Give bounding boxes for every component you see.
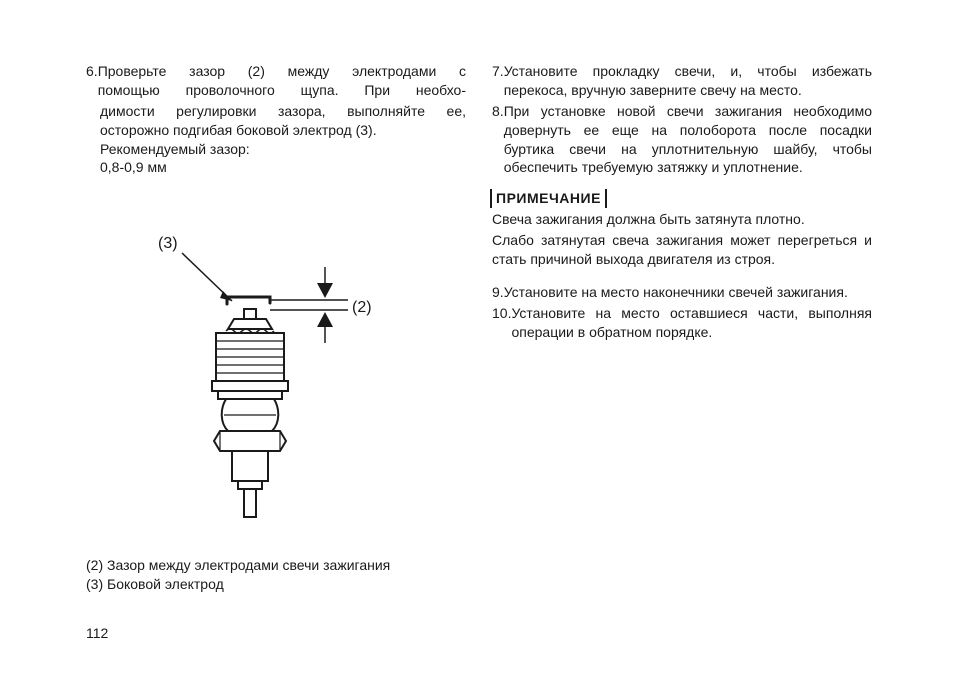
item-text: Установите на место наконечники свечей з… <box>504 283 872 302</box>
item-text: При установке новой свечи зажигания необ… <box>504 102 872 178</box>
list-item-7: 7. Установите прокладку свечи, и, чтобы … <box>492 62 872 100</box>
diagram-label-2: (2) <box>352 299 372 317</box>
right-column: 7. Установите прокладку свечи, и, чтобы … <box>492 62 872 344</box>
legend-line-3: (3) Боковой электрод <box>86 575 390 594</box>
list-item-8: 8. При установке новой свечи зажигания н… <box>492 102 872 178</box>
list-item-9: 9. Установите на место наконечники свече… <box>492 283 872 302</box>
item-text-cont: димости регулировки зазора, выполняйте е… <box>100 102 466 140</box>
diagram-label-3: (3) <box>158 235 178 253</box>
spacer <box>492 271 872 283</box>
note-heading: ПРИМЕЧАНИЕ <box>492 189 605 208</box>
item-text: Установите прокладку свечи, и, чтобы изб… <box>504 62 872 100</box>
spark-plug-svg <box>120 225 400 525</box>
diagram-legend: (2) Зазор между электродами свечи зажига… <box>86 556 390 594</box>
recommended-gap-value: 0,8-0,9 мм <box>100 158 466 177</box>
item-number: 9. <box>492 283 504 302</box>
item-number: 7. <box>492 62 504 100</box>
spark-plug-diagram: (3) (2) <box>120 225 400 525</box>
page-number: 112 <box>86 625 108 641</box>
note-body: Свеча зажигания должна быть затянута пло… <box>492 210 872 269</box>
page: 6. Проверьте зазор (2) между электродами… <box>0 0 954 677</box>
recommended-gap-label: Рекомендуемый зазор: <box>100 140 466 159</box>
item-number: 10. <box>492 304 511 342</box>
legend-line-2: (2) Зазор между электродами свечи зажига… <box>86 556 390 575</box>
item-number: 8. <box>492 102 504 178</box>
item-text: Установите на место оставшиеся части, вы… <box>511 304 872 342</box>
list-item-10: 10. Установите на место оставшиеся части… <box>492 304 872 342</box>
note-line: Слабо затянутая свеча зажигания может пе… <box>492 231 872 269</box>
item-number: 6. <box>86 62 98 100</box>
list-item-6: 6. Проверьте зазор (2) между электродами… <box>86 62 466 100</box>
left-column: 6. Проверьте зазор (2) между электродами… <box>86 62 466 177</box>
item-text: Проверьте зазор (2) между электродами с … <box>98 62 466 100</box>
note-line: Свеча зажигания должна быть затянута пло… <box>492 210 872 229</box>
